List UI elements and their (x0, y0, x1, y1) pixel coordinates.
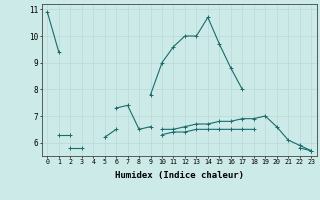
X-axis label: Humidex (Indice chaleur): Humidex (Indice chaleur) (115, 171, 244, 180)
